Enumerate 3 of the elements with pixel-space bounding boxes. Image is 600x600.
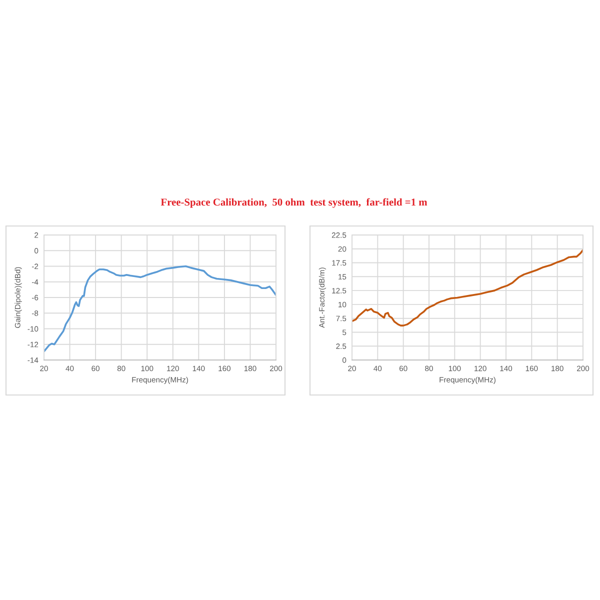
chart-title: Free-Space Calibration, 50 ohm test system, far-field =1 m <box>160 198 428 208</box>
line-series <box>44 265 276 352</box>
line-series <box>352 249 583 326</box>
